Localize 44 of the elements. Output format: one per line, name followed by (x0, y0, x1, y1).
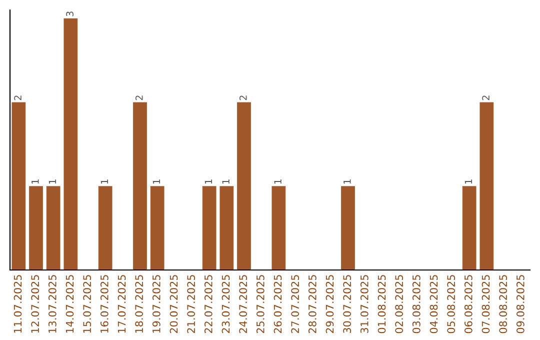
x-tick-label: 02.08.2025 (395, 275, 404, 334)
x-tick-label: 14.07.2025 (66, 275, 74, 333)
x-tick-label: 18.07.2025 (135, 275, 144, 333)
data-label: 1 (222, 179, 230, 184)
x-tick-label: 01.08.2025 (378, 275, 386, 334)
x-tick-label: 06.08.2025 (464, 275, 472, 334)
x-tick-label: 05.08.2025 (447, 275, 456, 334)
data-label: 1 (274, 179, 282, 184)
data-label: 2 (239, 96, 247, 100)
x-tick-label: 17.07.2025 (118, 275, 126, 333)
data-label: 1 (48, 179, 56, 184)
data-label: 3 (66, 12, 74, 16)
data-label: 2 (14, 96, 22, 100)
data-label: 1 (32, 179, 39, 184)
x-tick-label: 13.07.2025 (48, 275, 56, 333)
x-tick-label: 12.07.2025 (31, 275, 40, 333)
x-tick-label: 24.07.2025 (239, 275, 248, 334)
data-label: 2 (135, 96, 143, 100)
x-tick-label: 16.07.2025 (100, 275, 108, 333)
x-tick-label: 25.07.2025 (256, 275, 264, 334)
x-tick-label: 30.07.2025 (343, 275, 352, 334)
data-label: 1 (464, 179, 472, 184)
data-label: 1 (100, 179, 108, 184)
x-tick-label: 27.07.2025 (291, 275, 300, 334)
x-tick-label: 23.07.2025 (222, 275, 230, 334)
x-tick-label: 15.07.2025 (83, 275, 92, 333)
x-tick-label: 29.07.2025 (326, 275, 334, 334)
data-label: 2 (482, 96, 490, 100)
x-tick-label: 03.08.2025 (412, 275, 420, 334)
x-tick-label: 09.08.2025 (516, 275, 524, 334)
data-label: 1 (344, 179, 351, 184)
x-tick-label: 31.07.2025 (360, 275, 368, 334)
x-tick-label: 11.07.2025 (14, 275, 22, 333)
x-tick-label: 21.07.2025 (187, 275, 196, 334)
x-tick-label: 04.08.2025 (430, 275, 438, 334)
x-tick-label: 07.08.2025 (482, 275, 490, 334)
data-label: 1 (204, 179, 212, 184)
data-label: 1 (152, 179, 160, 184)
x-tick-label: 20.07.2025 (170, 275, 178, 334)
x-tick-label: 19.07.2025 (152, 275, 160, 333)
x-tick-label: 22.07.2025 (204, 275, 212, 334)
x-tick-label: 26.07.2025 (274, 275, 282, 334)
x-tick-label: 28.07.2025 (308, 275, 316, 334)
x-tick-label: 08.08.2025 (499, 275, 508, 334)
